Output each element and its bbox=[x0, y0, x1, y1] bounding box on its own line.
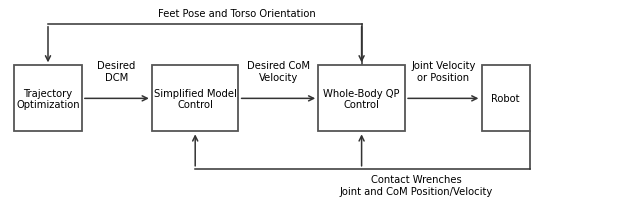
FancyBboxPatch shape bbox=[319, 66, 404, 132]
Text: Desired
DCM: Desired DCM bbox=[97, 61, 136, 82]
FancyBboxPatch shape bbox=[14, 66, 82, 132]
Text: Feet Pose and Torso Orientation: Feet Pose and Torso Orientation bbox=[158, 9, 316, 19]
FancyBboxPatch shape bbox=[152, 66, 239, 132]
FancyBboxPatch shape bbox=[482, 66, 530, 132]
Text: Simplified Model
Control: Simplified Model Control bbox=[154, 88, 237, 110]
Text: Contact Wrenches
Joint and CoM Position/Velocity: Contact Wrenches Joint and CoM Position/… bbox=[339, 174, 493, 195]
Text: Robot: Robot bbox=[492, 94, 520, 104]
Text: Desired CoM
Velocity: Desired CoM Velocity bbox=[247, 61, 310, 82]
Text: Whole-Body QP
Control: Whole-Body QP Control bbox=[323, 88, 400, 110]
Text: Joint Velocity
or Position: Joint Velocity or Position bbox=[412, 61, 476, 82]
Text: Trajectory
Optimization: Trajectory Optimization bbox=[16, 88, 80, 110]
